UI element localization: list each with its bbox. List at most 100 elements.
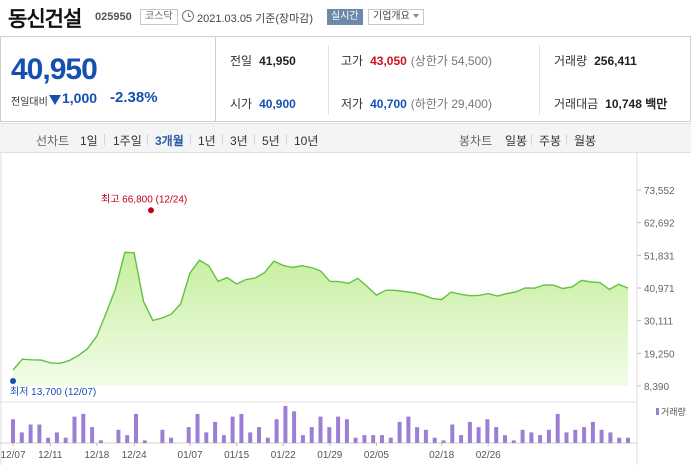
change-label: 전일대비 xyxy=(11,97,48,108)
tab-3m[interactable]: 3개월 xyxy=(155,134,184,148)
tab-daily[interactable]: 일봉 xyxy=(505,134,528,148)
volume-bar xyxy=(590,421,595,443)
tab-10y[interactable]: 10년 xyxy=(294,134,319,148)
volume-bar xyxy=(309,427,314,443)
stock-name: 동신건설 xyxy=(8,8,82,31)
volume-bar xyxy=(441,440,446,443)
price-chart[interactable]: 73,552 62,692 51,831 40,971 30,111 19,250 8,39… xyxy=(0,153,691,465)
volume-bar xyxy=(546,429,551,443)
divider xyxy=(328,45,329,115)
volume-bar xyxy=(239,413,244,443)
y-tick-label: 51,831 xyxy=(644,251,675,262)
volume-bar xyxy=(626,437,630,443)
volume-bar xyxy=(11,419,15,443)
volume-bar xyxy=(72,416,77,443)
current-price-box: 40,950 전일대비 1,000 -2.38% xyxy=(1,37,216,121)
change-rate: -2.38% xyxy=(110,89,158,106)
volume-bar xyxy=(476,427,481,443)
volume-bar xyxy=(318,416,323,443)
volume-bar xyxy=(116,429,121,443)
volume-bar xyxy=(142,440,147,443)
stat-label: 저가 xyxy=(341,97,364,111)
tab-weekly[interactable]: 주봉 xyxy=(539,134,562,148)
x-tick-label: 01/15 xyxy=(224,450,249,461)
volume-bar xyxy=(37,424,42,443)
volume-bar xyxy=(520,429,525,443)
tab-1d[interactable]: 1일 xyxy=(80,134,98,148)
tab-5y[interactable]: 5년 xyxy=(262,134,280,148)
stat-value: 10,748 백만 xyxy=(605,97,668,111)
x-tick-label: 01/29 xyxy=(317,450,342,461)
x-tick-label: 12/11 xyxy=(38,450,63,461)
company-info-dropdown[interactable]: 기업개요 xyxy=(368,9,424,25)
divider xyxy=(539,45,540,115)
realtime-button[interactable]: 실시간 xyxy=(327,9,363,25)
stat-label: 거래대금 xyxy=(554,97,599,111)
tab-1y[interactable]: 1년 xyxy=(198,134,216,148)
tab-separator xyxy=(254,134,255,145)
tab-separator xyxy=(104,134,105,145)
chevron-down-icon xyxy=(412,14,419,18)
as-of-date: 2021.03.05 기준(장마감) xyxy=(197,13,314,25)
volume-bar xyxy=(432,437,437,443)
volume-bar xyxy=(371,435,376,443)
volume-bar xyxy=(46,437,51,443)
tab-separator xyxy=(286,134,287,145)
price-summary: 40,950 전일대비 1,000 -2.38% 전일 41,950 시가 40,9… xyxy=(0,36,691,122)
tab-monthly[interactable]: 월봉 xyxy=(574,134,597,148)
tab-3y[interactable]: 3년 xyxy=(230,134,248,148)
upper-limit: (상한가 54,500) xyxy=(410,54,492,68)
volume-bar xyxy=(63,437,68,443)
stat-value: 43,050 xyxy=(370,54,407,68)
volume-bar xyxy=(467,421,472,443)
volume-bar xyxy=(195,413,200,443)
volume-bar xyxy=(98,440,103,443)
tab-separator xyxy=(531,134,532,145)
high-annotation: 최고 66,800 (12/24) xyxy=(101,193,187,205)
tab-1w[interactable]: 1주일 xyxy=(113,134,142,148)
stat-trade-value: 거래대금 10,748 백만 xyxy=(554,95,667,112)
stat-label: 거래량 xyxy=(554,54,588,68)
lower-limit: (하한가 29,400) xyxy=(410,97,492,111)
volume-bar xyxy=(221,435,226,443)
company-info-label: 기업개요 xyxy=(373,11,410,22)
x-tick-label: 01/07 xyxy=(178,450,203,461)
x-tick-label: 02/18 xyxy=(429,450,454,461)
volume-bar xyxy=(415,427,420,443)
stat-volume: 거래량 256,411 xyxy=(554,52,637,69)
volume-bar xyxy=(230,416,235,443)
stat-open: 시가 40,900 xyxy=(230,95,296,112)
volume-bar xyxy=(327,427,332,443)
stat-label: 시가 xyxy=(230,97,253,111)
stat-value: 256,411 xyxy=(594,54,637,68)
change-amount: 1,000 xyxy=(62,90,98,106)
volume-bar xyxy=(257,427,261,443)
volume-bar xyxy=(582,427,587,443)
volume-bar xyxy=(213,421,218,443)
chart-period-tabs: 선차트 1일 1주일 3개월 1년 3년 5년 10년 봉차트 일봉 주봉 월봉 xyxy=(0,123,691,153)
volume-bar xyxy=(300,435,305,443)
volume-bar xyxy=(608,432,613,443)
volume-bar xyxy=(28,424,33,443)
volume-bar xyxy=(511,440,516,443)
price-area-fill xyxy=(13,252,628,386)
down-triangle-icon xyxy=(49,95,61,105)
market-badge: 코스닥 xyxy=(140,9,178,25)
y-tick-label: 40,971 xyxy=(644,284,675,295)
volume-legend-label: 거래량 xyxy=(661,406,686,417)
stat-label: 전일 xyxy=(230,54,253,68)
y-tick-label: 19,250 xyxy=(644,349,675,360)
volume-bar xyxy=(274,419,279,443)
volume-bar xyxy=(362,435,367,443)
volume-bar xyxy=(380,435,384,443)
y-tick-label: 8,390 xyxy=(644,382,669,393)
volume-bar xyxy=(573,429,578,443)
high-marker xyxy=(148,207,154,214)
x-tick-label: 02/05 xyxy=(364,450,389,461)
volume-bar xyxy=(90,427,95,443)
volume-bar xyxy=(617,437,622,443)
y-tick-label: 73,552 xyxy=(644,186,675,197)
volume-bar xyxy=(485,419,490,443)
volume-bar xyxy=(81,413,86,443)
volume-bar xyxy=(344,419,349,443)
